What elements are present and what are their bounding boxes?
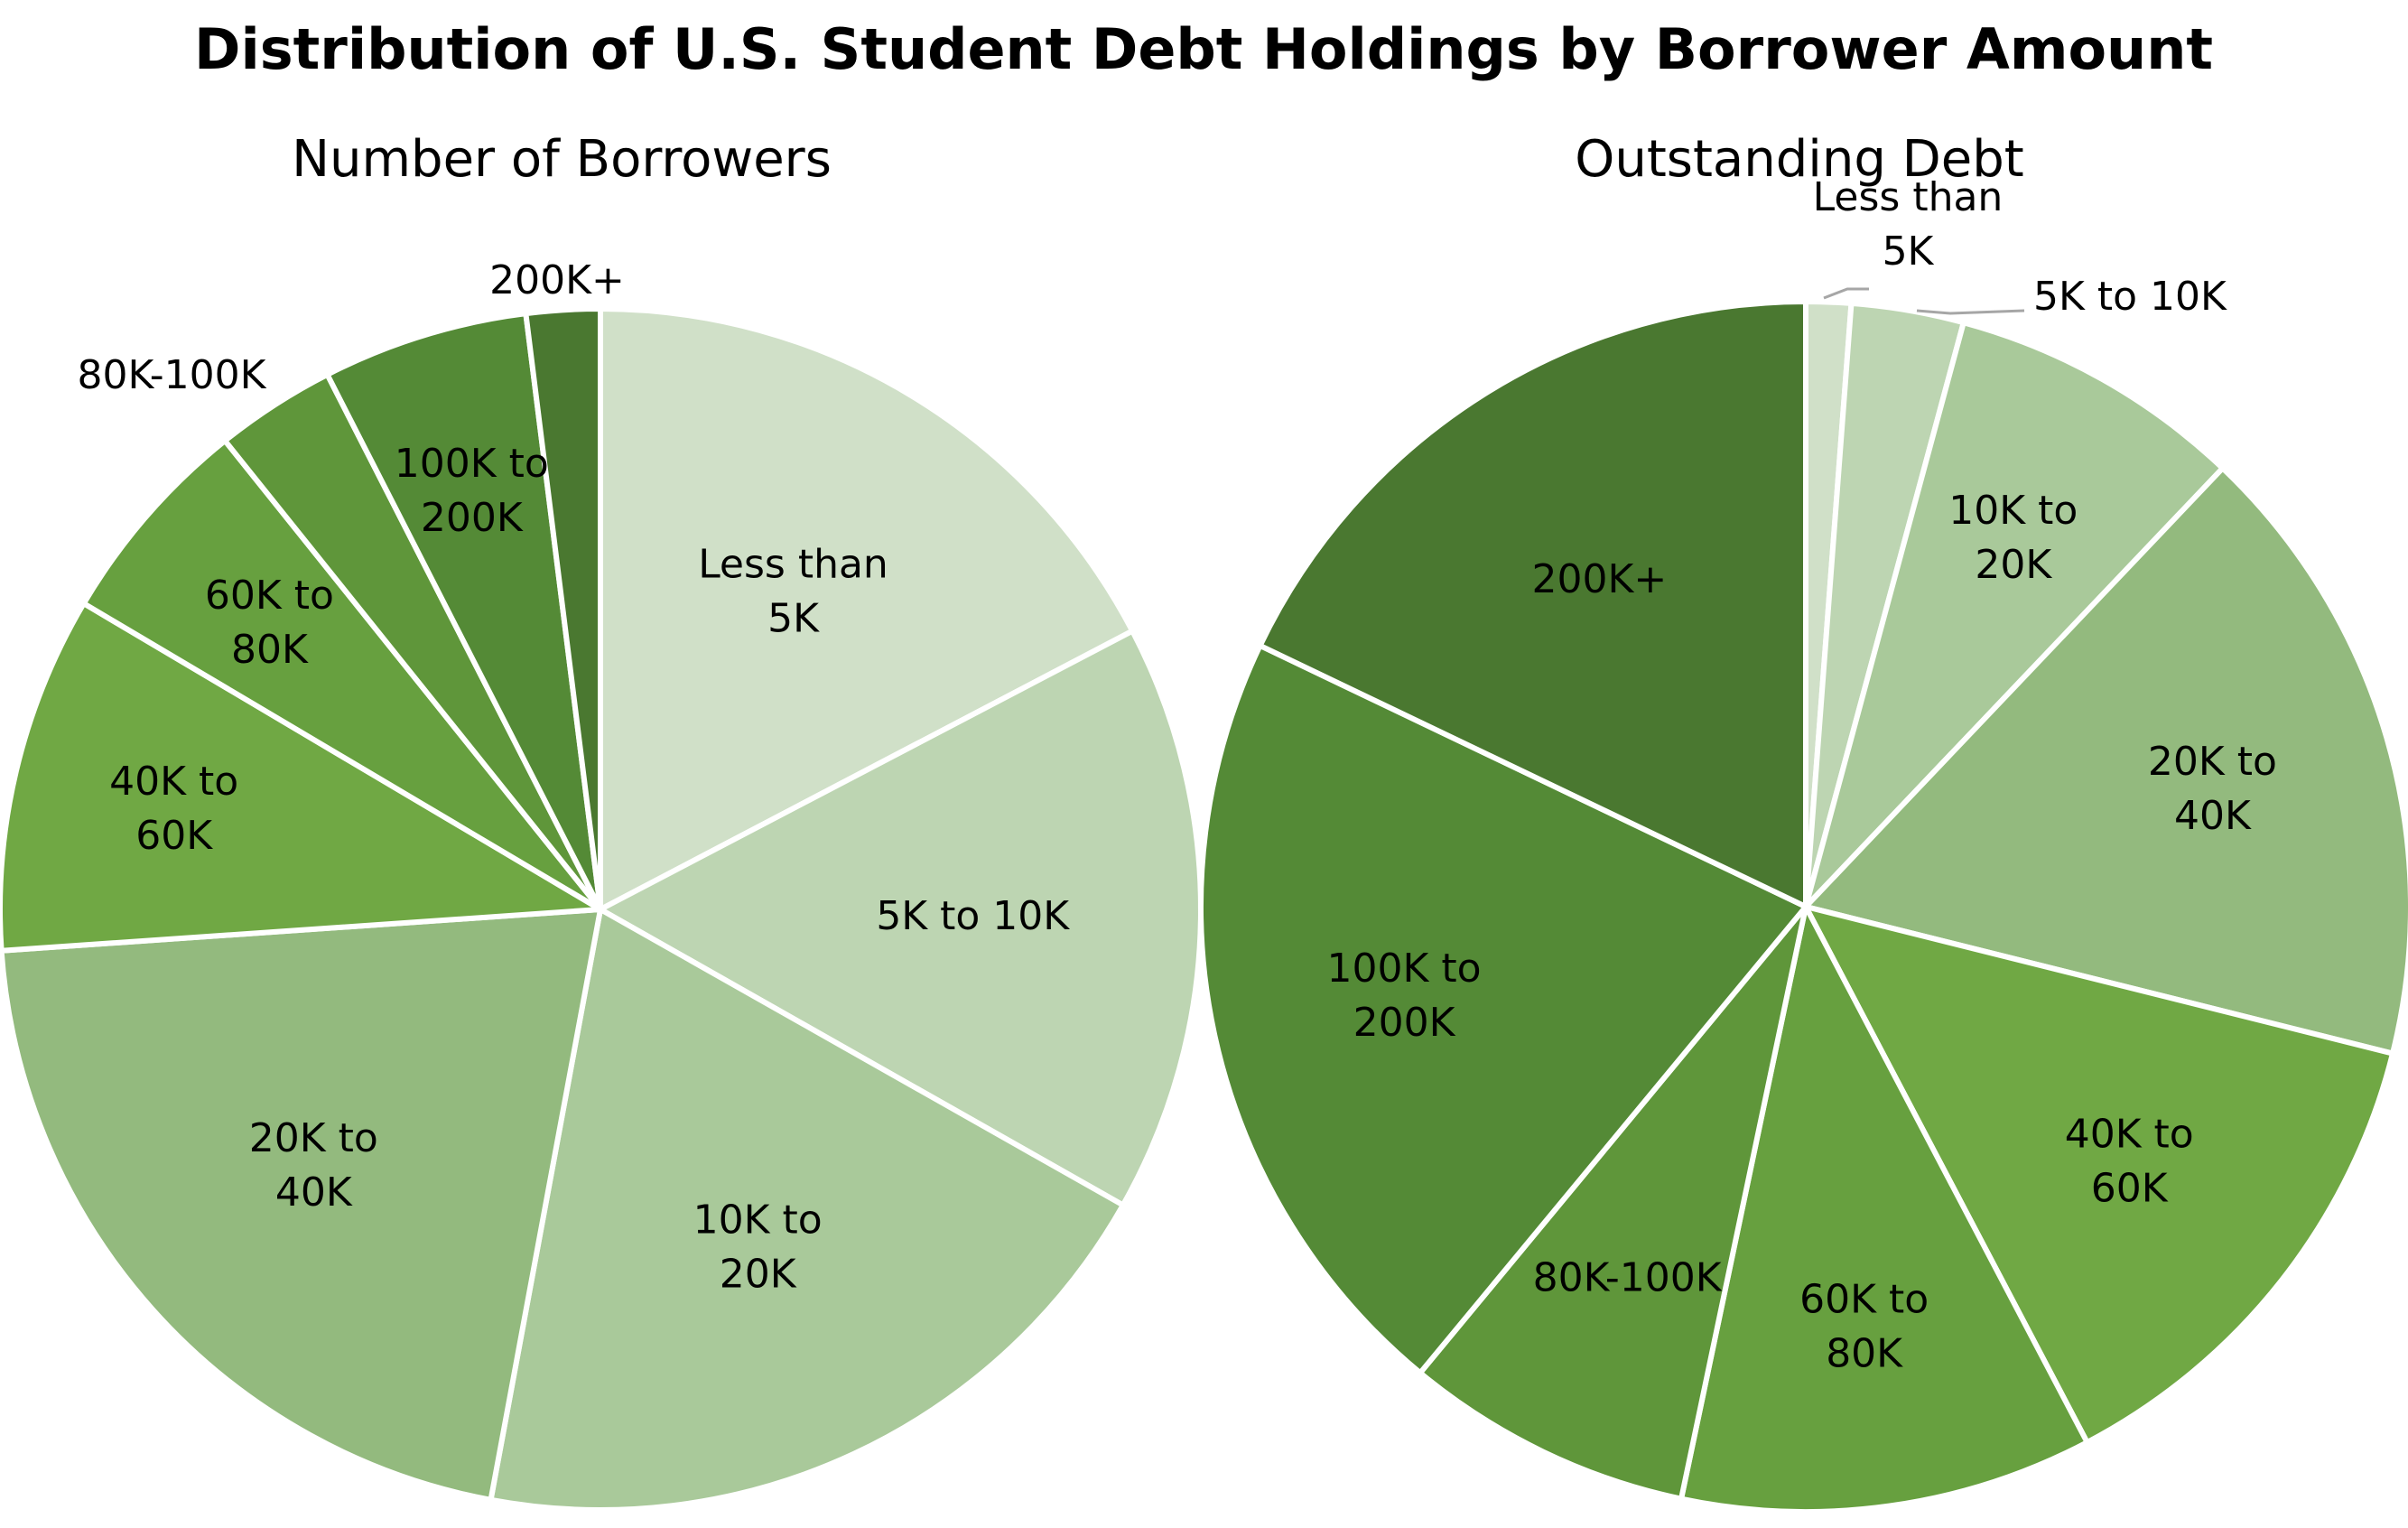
pie-right-slice-100k-to-200k bbox=[1198, 642, 1808, 1376]
pie-left-label-200k-line-1: 200K+ bbox=[489, 257, 625, 303]
pie-right-label-80k-100k-line-1: 80K-100K bbox=[1533, 1254, 1723, 1300]
pie-right-label-60k-to-80k-line-2: 80K bbox=[1826, 1331, 1903, 1377]
pie-left-label-less-than-5k-line-1: Less than bbox=[698, 541, 888, 587]
pie-left-label-10k-to-20k-line-2: 20K bbox=[720, 1252, 797, 1298]
pie-right-label-10k-to-20k-line-1: 10K to bbox=[1948, 488, 2078, 534]
pie-left-label-40k-to-60k-line-1: 40K to bbox=[109, 759, 238, 805]
pie-left-label-less-than-5k-line-2: 5K bbox=[767, 595, 820, 641]
pie-left-label-5k-to-10k-line-1: 5K to 10K bbox=[876, 893, 1070, 939]
pie-right-leader-less-than-5k bbox=[1823, 287, 1869, 300]
pie-left-label-60k-to-80k-line-1: 60K to bbox=[205, 573, 334, 619]
pie-right-slice-80k-100k bbox=[1417, 904, 1808, 1502]
pie-left-label-100k-to-200k-line-1: 100K to bbox=[395, 441, 549, 487]
pie-right-label-20k-to-40k-line-1: 20K to bbox=[2148, 739, 2277, 785]
pie-right-slice-20k-to-40k bbox=[1803, 465, 2408, 1057]
pie-right-label-200k-line-1: 200K+ bbox=[1532, 556, 1668, 602]
pie-left-slice-20k-to-40k bbox=[0, 907, 603, 1503]
pie-right-label-20k-to-40k-line-2: 40K bbox=[2174, 793, 2252, 839]
pie-left-slice-60k-to-80k bbox=[80, 438, 603, 912]
pie-right-slice-40k-to-60k bbox=[1803, 904, 2395, 1446]
pie-left-slice-40k-to-60k bbox=[0, 601, 603, 954]
pie-right-label-less-than-5k-line-2: 5K bbox=[1883, 228, 1935, 275]
pie-left: Less than 5K 5K to 10K 10K to 20K 20K to 40K 40… bbox=[0, 257, 1204, 1513]
pie-right-slice-200k bbox=[1257, 299, 1808, 909]
pie-left-label-100k-to-200k-line-2: 200K bbox=[421, 495, 524, 541]
pie-left-label-20k-to-40k-line-1: 20K to bbox=[249, 1115, 378, 1161]
pie-right: Less than 5K 5K to 10K 10K to 20K 20K to 40K 40… bbox=[1198, 174, 2408, 1514]
pie-left-slice-less-than-5k bbox=[598, 306, 1136, 912]
pie-left-slice-200k bbox=[523, 306, 603, 912]
pie-right-subtitle: Outstanding Debt bbox=[1575, 130, 2024, 189]
pie-right-slice-10k-to-20k bbox=[1803, 320, 2226, 909]
pie-right-label-100k-to-200k-line-2: 200K bbox=[1353, 1000, 1456, 1046]
pie-right-label-60k-to-80k-line-1: 60K to bbox=[1799, 1277, 1929, 1323]
chart-title: Distribution of U.S. Student Debt Holdin… bbox=[194, 16, 2213, 82]
pie-right-label-10k-to-20k-line-2: 20K bbox=[1975, 542, 2052, 588]
pie-left-slice-10k-to-20k bbox=[488, 907, 1126, 1513]
pie-left-subtitle: Number of Borrowers bbox=[292, 130, 832, 189]
pie-right-label-5k-to-10k-line-1: 5K to 10K bbox=[2033, 274, 2227, 320]
pie-left-label-20k-to-40k-line-2: 40K bbox=[275, 1169, 353, 1216]
pie-right-label-100k-to-200k-line-1: 100K to bbox=[1327, 946, 1482, 992]
pie-left-label-40k-to-60k-line-2: 60K bbox=[135, 813, 213, 859]
pie-left-label-60k-to-80k-line-2: 80K bbox=[231, 627, 309, 673]
pie-right-leader-5k-to-10k bbox=[1916, 309, 2025, 315]
pie-left-label-10k-to-20k-line-1: 10K to bbox=[693, 1197, 823, 1244]
pie-right-label-less-than-5k-line-1: Less than bbox=[1813, 174, 2004, 220]
pie-left-label-80k-100k-line-1: 80K-100K bbox=[78, 352, 267, 398]
pie-left-slice-100k-to-200k bbox=[324, 311, 603, 912]
pie-right-label-40k-to-60k-line-2: 60K bbox=[2091, 1165, 2169, 1211]
pie-right-label-40k-to-60k-line-1: 40K to bbox=[2065, 1111, 2194, 1157]
pie-right-slice-60k-to-80k bbox=[1678, 904, 2090, 1514]
